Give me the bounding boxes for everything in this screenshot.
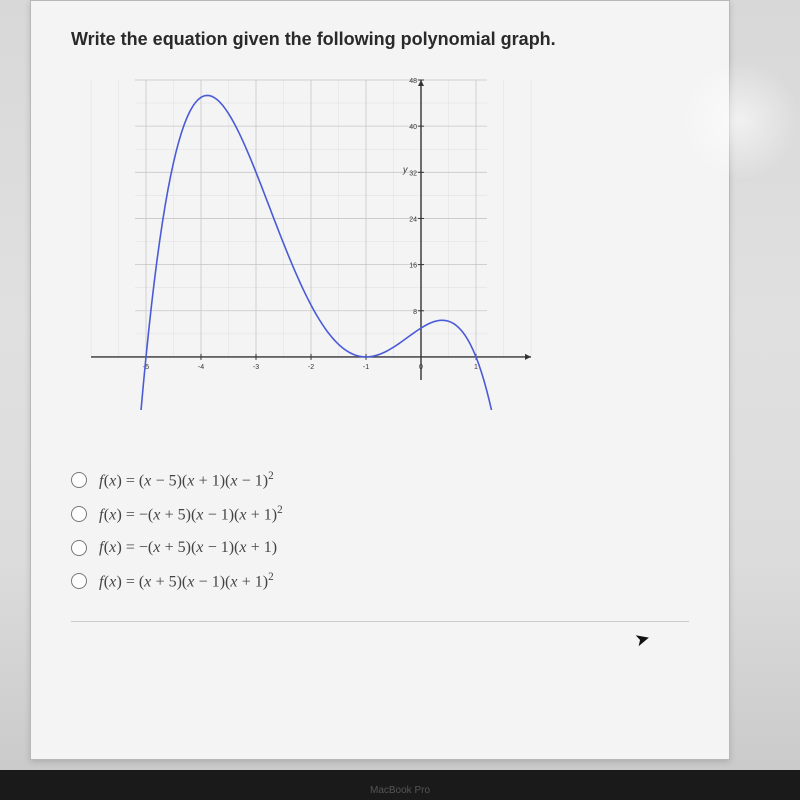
svg-text:0: 0: [419, 364, 423, 371]
graph-svg: 8 16 24 32 40 48 -5 -4 -3 -2 -1 0 1 y: [71, 70, 551, 410]
option-c-label: f(x) = −(x + 5)(x − 1)(x + 1): [99, 539, 277, 557]
svg-text:-5: -5: [143, 364, 149, 371]
svg-text:48: 48: [409, 78, 417, 85]
radio-icon[interactable]: [71, 472, 87, 488]
option-d[interactable]: f(x) = (x + 5)(x − 1)(x + 1)2: [71, 571, 689, 591]
option-c[interactable]: f(x) = −(x + 5)(x − 1)(x + 1): [71, 539, 689, 557]
radio-icon[interactable]: [71, 573, 87, 589]
polynomial-graph: 8 16 24 32 40 48 -5 -4 -3 -2 -1 0 1 y: [71, 70, 551, 410]
option-a[interactable]: f(x) = (x − 5)(x + 1)(x − 1)2: [71, 470, 689, 490]
svg-text:y: y: [402, 164, 408, 174]
divider: [71, 621, 689, 622]
answer-options: f(x) = (x − 5)(x + 1)(x − 1)2 f(x) = −(x…: [71, 470, 689, 591]
option-b-label: f(x) = −(x + 5)(x − 1)(x + 1)2: [99, 504, 283, 524]
svg-text:8: 8: [413, 309, 417, 316]
svg-text:16: 16: [409, 263, 417, 270]
svg-text:40: 40: [409, 124, 417, 131]
option-b[interactable]: f(x) = −(x + 5)(x − 1)(x + 1)2: [71, 504, 689, 524]
svg-text:1: 1: [474, 364, 478, 371]
svg-text:24: 24: [409, 216, 417, 223]
radio-icon[interactable]: [71, 540, 87, 556]
quiz-card: Write the equation given the following p…: [30, 0, 730, 760]
option-d-label: f(x) = (x + 5)(x − 1)(x + 1)2: [99, 571, 274, 591]
svg-text:-3: -3: [253, 364, 259, 371]
device-label: MacBook Pro: [370, 785, 430, 796]
svg-text:-4: -4: [198, 364, 204, 371]
question-prompt: Write the equation given the following p…: [71, 29, 689, 50]
radio-icon[interactable]: [71, 506, 87, 522]
svg-text:-2: -2: [308, 364, 314, 371]
option-a-label: f(x) = (x − 5)(x + 1)(x − 1)2: [99, 470, 274, 490]
svg-text:32: 32: [409, 170, 417, 177]
svg-text:-1: -1: [363, 364, 369, 371]
